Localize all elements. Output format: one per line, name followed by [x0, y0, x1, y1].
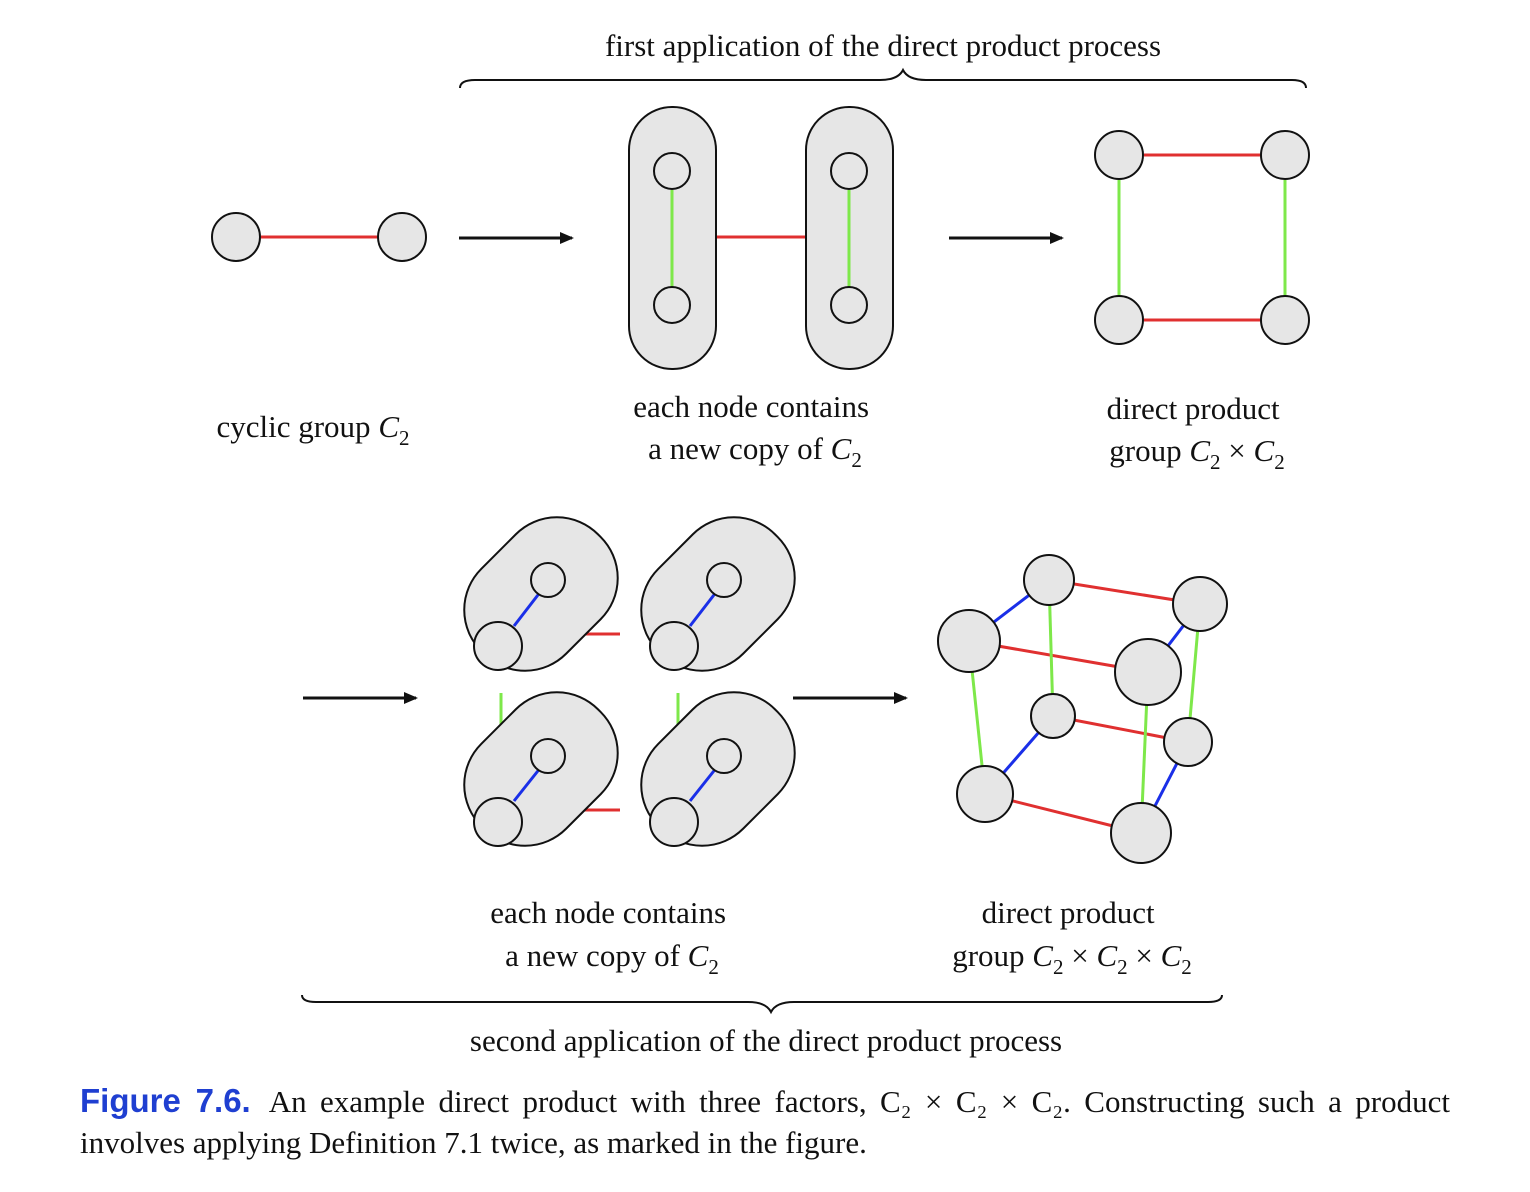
- graph-node: [377, 212, 427, 262]
- graph-node: [1023, 554, 1075, 606]
- label-direct-product-2: direct product group C2 × C2 × C2: [952, 895, 1192, 979]
- graph-node: [706, 738, 742, 774]
- graph-node: [1260, 295, 1310, 345]
- graph-node: [1163, 717, 1213, 767]
- graph-node: [956, 765, 1014, 823]
- graph-node: [649, 797, 699, 847]
- c2xc2-graph: [1094, 130, 1310, 345]
- label-each-node-2: each node contains a new copy of C2: [490, 895, 734, 979]
- label-cyclic-group: cyclic group C2: [216, 409, 409, 450]
- cyclic-group-graph: [211, 212, 427, 262]
- graph-node: [1172, 576, 1228, 632]
- graph-node: [473, 621, 523, 671]
- graph-node: [1030, 693, 1076, 739]
- graph-node: [653, 286, 691, 324]
- graph-node: [937, 609, 1001, 673]
- graph-node: [1114, 638, 1182, 706]
- expanded-c2-graph: [628, 106, 894, 370]
- expanded-c2xc2-graph: [463, 516, 796, 847]
- figure-caption: Figure 7.6. An example direct product wit…: [80, 1080, 1450, 1163]
- bottom-brace-label: second application of the direct product…: [470, 1023, 1062, 1058]
- label-direct-product-1: direct product group C2 × C2: [1107, 391, 1288, 474]
- graph-node: [653, 152, 691, 190]
- graph-node: [1094, 295, 1144, 345]
- graph-node: [830, 152, 868, 190]
- graph-node: [706, 562, 742, 598]
- graph-node: [211, 212, 261, 262]
- graph-node: [473, 797, 523, 847]
- label-each-node-1: each node contains a new copy of C2: [633, 389, 877, 472]
- c2xc2xc2-cube-graph: [937, 554, 1228, 864]
- top-brace: [459, 67, 1307, 89]
- graph-node: [1110, 802, 1172, 864]
- graph-node: [1094, 130, 1144, 180]
- graph-node: [530, 562, 566, 598]
- bottom-brace: [301, 994, 1223, 1015]
- graph-node: [649, 621, 699, 671]
- caption-text: An example direct product with three fac…: [80, 1084, 1450, 1160]
- figure-label: Figure 7.6.: [80, 1082, 251, 1119]
- graph-node: [830, 286, 868, 324]
- graph-node: [530, 738, 566, 774]
- graph-node: [1260, 130, 1310, 180]
- top-brace-label: first application of the direct product …: [605, 28, 1161, 63]
